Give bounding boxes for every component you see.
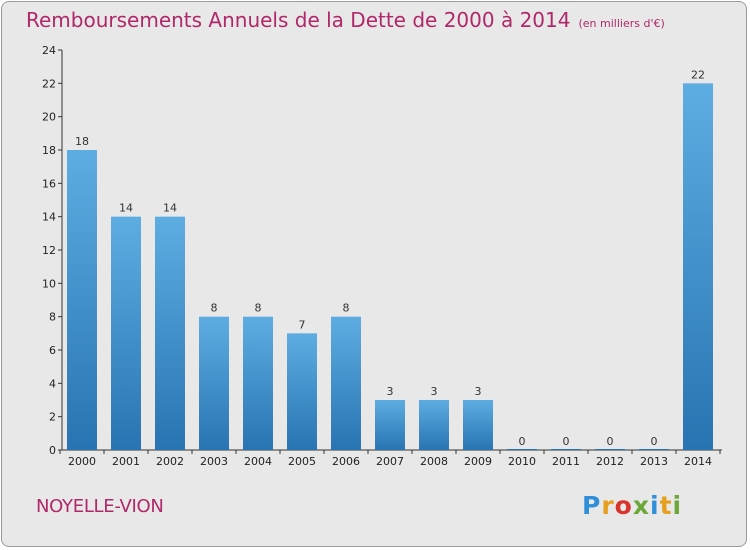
bar-value-label: 14	[119, 202, 133, 215]
bar-value-label: 7	[299, 318, 306, 331]
bar	[595, 449, 625, 450]
x-tick-label: 2011	[552, 455, 580, 468]
bar	[639, 449, 669, 450]
x-tick-label: 2007	[376, 455, 404, 468]
y-tick-label: 16	[42, 177, 56, 190]
bar-value-label: 14	[163, 202, 177, 215]
y-tick-label: 22	[42, 77, 56, 90]
bar	[67, 150, 97, 450]
bar	[243, 316, 273, 450]
logo-letter: i	[672, 491, 683, 520]
logo-letter: i	[650, 491, 660, 520]
x-tick-label: 2004	[244, 455, 272, 468]
bar	[551, 449, 581, 450]
logo-letter: x	[632, 491, 650, 520]
x-tick-label: 2005	[288, 455, 316, 468]
x-tick-label: 2009	[464, 455, 492, 468]
bar	[463, 400, 493, 450]
bar-value-label: 0	[607, 435, 614, 448]
logo-letter: r	[601, 491, 615, 520]
y-tick-label: 8	[49, 311, 56, 324]
x-tick-label: 2003	[200, 455, 228, 468]
bar-value-label: 8	[255, 302, 262, 315]
bar	[375, 400, 405, 450]
commune-name: NOYELLE-VION	[36, 496, 164, 517]
x-tick-label: 2010	[508, 455, 536, 468]
bar-value-label: 0	[563, 435, 570, 448]
bar	[507, 449, 537, 450]
chart-title: Remboursements Annuels de la Dette de 20…	[26, 8, 665, 32]
bar	[419, 400, 449, 450]
y-tick-label: 2	[49, 411, 56, 424]
y-tick-label: 10	[42, 277, 56, 290]
bar-value-label: 0	[519, 435, 526, 448]
y-tick-label: 12	[42, 244, 56, 257]
x-tick-label: 2000	[68, 455, 96, 468]
y-tick-label: 18	[42, 144, 56, 157]
chart-title-text: Remboursements Annuels de la Dette de 20…	[26, 8, 571, 32]
x-tick-label: 2006	[332, 455, 360, 468]
bar-value-label: 8	[211, 302, 218, 315]
bar-value-label: 3	[431, 385, 438, 398]
proxiti-logo: Proxiti	[582, 491, 682, 520]
bar	[199, 316, 229, 450]
bar	[111, 216, 141, 450]
x-tick-label: 2013	[640, 455, 668, 468]
x-tick-label: 2008	[420, 455, 448, 468]
y-tick-label: 4	[49, 377, 56, 390]
x-tick-label: 2014	[684, 455, 712, 468]
y-tick-label: 20	[42, 111, 56, 124]
y-tick-label: 14	[42, 211, 56, 224]
bar-value-label: 0	[651, 435, 658, 448]
logo-letter: P	[582, 491, 602, 520]
logo-letter: t	[659, 491, 673, 520]
bar-value-label: 3	[387, 385, 394, 398]
bar-value-label: 18	[75, 135, 89, 148]
chart-unit: (en milliers d'€)	[578, 17, 665, 30]
data-labels: 18 14 14 8 8 7 8 3 3 3 0 0 0 0 22	[75, 68, 705, 448]
y-tick-label: 24	[42, 44, 56, 57]
bar-value-label: 3	[475, 385, 482, 398]
y-tick-label: 0	[49, 444, 56, 457]
y-tick-label: 6	[49, 344, 56, 357]
logo-letter: o	[614, 491, 633, 520]
bar	[287, 333, 317, 450]
bar	[683, 83, 713, 450]
x-tick-label: 2002	[156, 455, 184, 468]
x-tick-label: 2001	[112, 455, 140, 468]
x-tick-label: 2012	[596, 455, 624, 468]
bar-value-label: 8	[343, 302, 350, 315]
bar	[331, 316, 361, 450]
bars	[67, 83, 713, 450]
bar-value-label: 22	[691, 68, 705, 81]
bar	[155, 216, 185, 450]
